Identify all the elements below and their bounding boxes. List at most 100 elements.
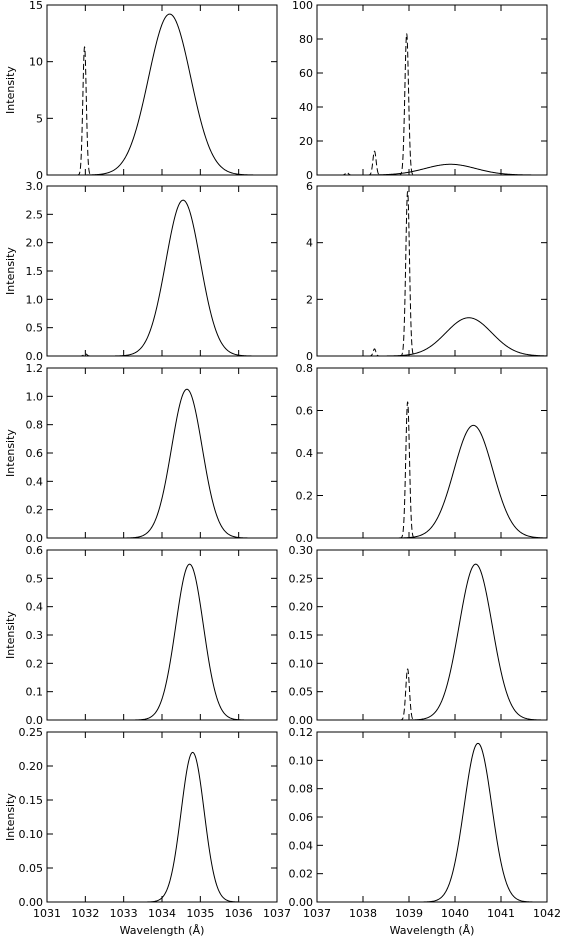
y-tick-label: 0.00 [289, 714, 314, 727]
y-tick-label: 0.2 [26, 657, 44, 670]
y-tick-label: 0.1 [26, 686, 44, 699]
x-tick-label: 1031 [33, 907, 61, 920]
y-tick-label: 100 [292, 0, 313, 12]
x-tick-label: 1039 [395, 907, 423, 920]
y-tick-label: 0.08 [289, 783, 314, 796]
panel-4-1: 0.00 0.02 0.04 0.06 0.08 0.10 0.12 1037 1038 1039… [289, 726, 562, 937]
y-tick-label: 1.5 [26, 265, 44, 278]
y-tick-label: 0.0 [26, 532, 44, 545]
y-tick-label: 0.00 [289, 896, 314, 909]
y-tick-label: 0.0 [26, 714, 44, 727]
y-tick-label: 0.15 [289, 629, 314, 642]
plot-frame [46, 367, 278, 539]
y-tick-label: 0.5 [26, 322, 44, 335]
x-axis-label: Wavelength (Å) [120, 924, 205, 937]
y-tick-label: 80 [299, 33, 313, 46]
y-tick-label: 0.30 [289, 544, 314, 557]
dashed-line-profile [398, 190, 417, 357]
y-tick-label: 0.6 [26, 447, 44, 460]
y-tick-label: 1.0 [26, 293, 44, 306]
y-tick-label: 2.0 [26, 237, 44, 250]
y-tick-label: 0.0 [26, 350, 44, 363]
y-tick-label: 0.6 [296, 405, 314, 418]
y-tick-label: 0 [306, 350, 313, 363]
panel-0-0: 0 5 10 15 Intensity [4, 0, 278, 182]
dashed-line-profile [397, 33, 416, 176]
x-tick-label: 1042 [533, 907, 561, 920]
y-tick-label: 0.04 [289, 839, 314, 852]
plot-frame [46, 549, 278, 721]
panel-1-1: 0 2 4 6 [306, 180, 548, 363]
y-tick-label: 0.00 [19, 896, 44, 909]
y-tick-label: 0.6 [26, 544, 44, 557]
y-tick-label: 0.20 [289, 601, 314, 614]
y-tick-label: 6 [306, 180, 313, 193]
y-tick-label: 0.10 [19, 828, 44, 841]
y-tick-label: 3.0 [26, 180, 44, 193]
y-tick-label: 0.25 [289, 572, 314, 585]
dashed-line-profile [75, 46, 94, 176]
y-tick-label: 0 [306, 169, 313, 182]
y-tick-label: 2 [306, 293, 313, 306]
y-tick-label: 0.10 [289, 754, 314, 767]
y-tick-label: 0.15 [19, 794, 44, 807]
y-tick-label: 15 [29, 0, 43, 12]
solid-line-profile [317, 317, 548, 357]
dashed-line-profile [367, 348, 382, 357]
x-tick-label: 1041 [487, 907, 515, 920]
solid-line-profile [47, 751, 277, 903]
panel-0-1: 0 20 40 60 80 100 [292, 0, 548, 182]
solid-line-profile [47, 13, 277, 176]
y-axis-label: Intensity [4, 66, 17, 114]
y-tick-label: 0.05 [289, 686, 314, 699]
y-tick-label: 20 [299, 135, 313, 148]
y-tick-label: 0.12 [289, 726, 314, 739]
y-tick-label: 0.4 [296, 447, 314, 460]
y-tick-label: 40 [299, 101, 313, 114]
y-tick-label: 0.05 [19, 862, 44, 875]
x-tick-label: 1033 [110, 907, 138, 920]
y-tick-label: 0.3 [26, 629, 44, 642]
y-tick-label: 0.06 [289, 811, 314, 824]
solid-line-profile [47, 199, 277, 357]
solid-line-profile [317, 424, 548, 539]
plot-frame [316, 367, 548, 539]
y-tick-label: 0.5 [26, 572, 44, 585]
y-tick-label: 0.02 [289, 868, 314, 881]
y-axis-label: Intensity [4, 247, 17, 295]
x-axis-label: Wavelength (Å) [390, 924, 475, 937]
y-tick-label: 60 [299, 67, 313, 80]
y-tick-label: 0.8 [26, 419, 44, 432]
panel-3-0: 0.0 0.1 0.2 0.3 0.4 0.5 0.6 Intensity [4, 544, 278, 727]
y-tick-label: 4 [306, 237, 313, 250]
dashed-line-profile [340, 171, 354, 176]
panel-3-1: 0.00 0.05 0.10 0.15 0.20 0.25 0.30 [289, 544, 548, 727]
x-tick-label: 1038 [349, 907, 377, 920]
solid-line-profile [47, 563, 277, 721]
x-tick-label: 1035 [186, 907, 214, 920]
solid-line-profile [47, 388, 277, 539]
y-tick-label: 0.4 [26, 601, 44, 614]
dashed-line-profile [398, 401, 417, 539]
y-tick-label: 1.0 [26, 390, 44, 403]
x-tick-label: 1037 [263, 907, 291, 920]
y-tick-label: 0.8 [296, 362, 314, 375]
panel-1-0: 0.0 0.5 1.0 1.5 2.0 2.5 3.0 Intensity [4, 180, 278, 363]
dashed-line-profile [366, 150, 383, 176]
dashed-line-profile [77, 353, 93, 357]
plot-frame [316, 4, 548, 176]
y-tick-label: 1.2 [26, 362, 44, 375]
plot-frame [316, 731, 548, 903]
y-axis-label: Intensity [4, 429, 17, 477]
x-tick-label: 1034 [148, 907, 176, 920]
dashed-line-profile [398, 668, 417, 721]
y-tick-label: 0 [36, 169, 43, 182]
x-tick-label: 1032 [71, 907, 99, 920]
x-tick-label: 1040 [441, 907, 469, 920]
plot-frame [316, 185, 548, 357]
y-tick-label: 0.0 [296, 532, 314, 545]
plot-frame [46, 731, 278, 903]
y-tick-label: 0.4 [26, 475, 44, 488]
y-tick-label: 0.20 [19, 760, 44, 773]
